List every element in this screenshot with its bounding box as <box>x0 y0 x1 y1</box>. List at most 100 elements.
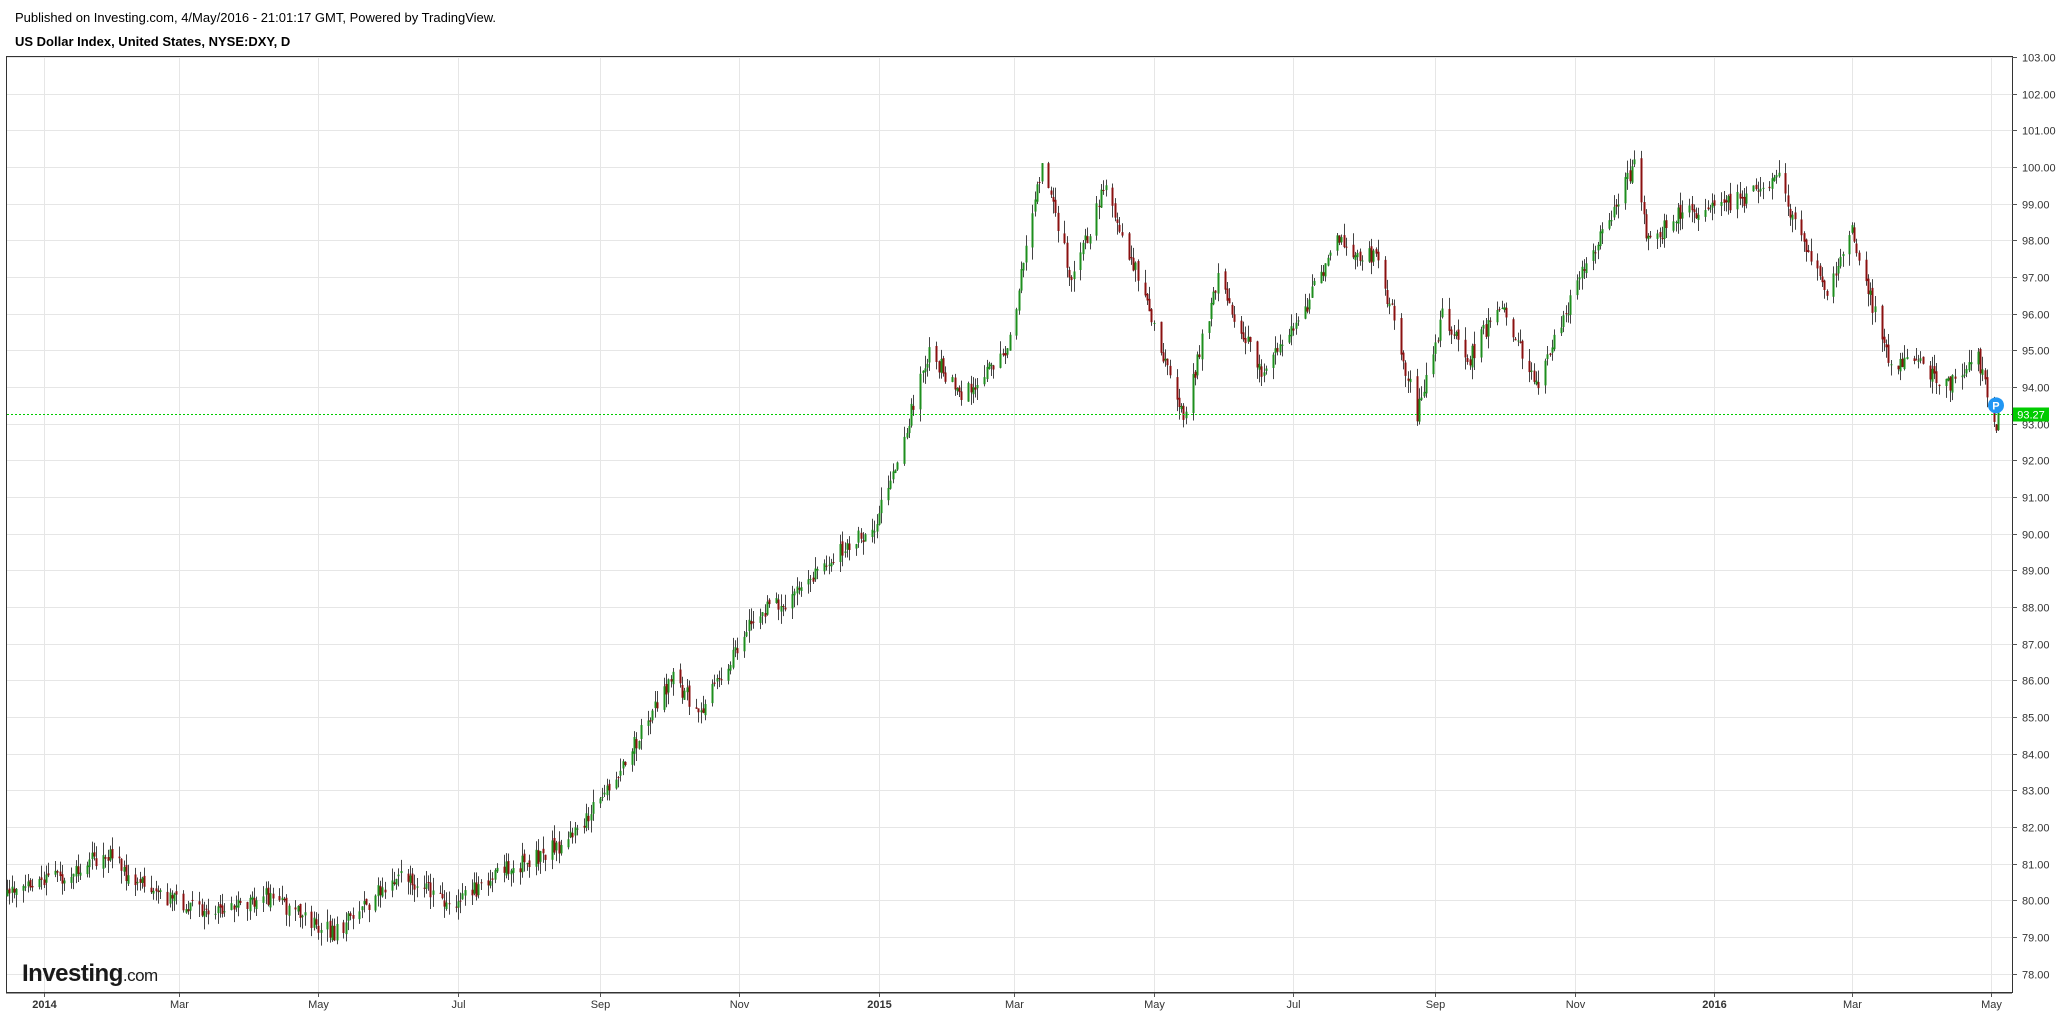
y-tick-label: 80.00 <box>2022 896 2050 908</box>
candle-body <box>102 855 105 869</box>
candle-body <box>1665 220 1668 229</box>
candle-body <box>1354 255 1357 261</box>
candle-body <box>1789 208 1792 218</box>
x-tick-label: Sep <box>1426 999 1446 1011</box>
candle-body <box>704 704 707 716</box>
candle-body <box>828 564 831 566</box>
candle-body <box>638 741 641 749</box>
candle-body <box>1050 190 1053 195</box>
candle-body <box>1308 299 1311 310</box>
candle-body <box>1913 358 1916 361</box>
candle-body <box>427 882 430 884</box>
candle-body <box>903 436 906 464</box>
candle-body <box>1899 358 1902 372</box>
candle-body <box>1185 411 1188 419</box>
candle-body <box>1258 363 1261 370</box>
event-marker-icon[interactable] <box>1987 397 2004 414</box>
candle-body <box>441 894 444 899</box>
candle-body <box>141 877 144 883</box>
candle-body <box>860 532 863 539</box>
candle-body <box>1194 371 1197 378</box>
candle-body <box>445 902 448 909</box>
candle-body <box>1707 207 1710 210</box>
candle-body <box>894 469 897 473</box>
candle-body <box>1624 177 1627 204</box>
candle-body <box>960 391 963 400</box>
candle-body <box>1473 343 1476 359</box>
candle-body <box>681 684 684 698</box>
candle-body <box>695 707 698 709</box>
candle-body <box>944 372 947 382</box>
candle-body <box>56 871 59 873</box>
candle-body <box>503 866 506 873</box>
candle-body <box>1313 280 1316 285</box>
candle-body <box>1501 307 1504 309</box>
candle-body <box>40 877 43 880</box>
candle-body <box>1865 259 1868 282</box>
candle-body <box>1949 376 1952 391</box>
candle-body <box>1084 235 1087 241</box>
candle-body <box>1647 235 1650 240</box>
candle-body <box>1947 377 1950 381</box>
candle-body <box>624 761 627 766</box>
candle-body <box>1148 298 1151 312</box>
y-tick-label: 101.00 <box>2022 126 2056 138</box>
candle-body <box>1402 352 1405 362</box>
candle-body <box>1455 331 1458 336</box>
candle-body <box>958 387 961 393</box>
candle-body <box>407 873 410 882</box>
candle-body <box>88 859 91 868</box>
candle-body <box>1485 324 1488 337</box>
candle-body <box>830 562 833 567</box>
candle-body <box>1917 360 1920 362</box>
candle-body <box>667 679 670 693</box>
y-tick-label: 86.00 <box>2022 676 2050 688</box>
candle-body <box>1961 375 1964 378</box>
candle-body <box>1420 397 1423 400</box>
candle-body <box>1977 351 1980 365</box>
candle-body <box>544 854 547 860</box>
candle-body <box>1773 177 1776 181</box>
candle-body <box>377 885 380 897</box>
y-tick-label: 79.00 <box>2022 933 2050 945</box>
candle-body <box>686 687 689 693</box>
candle-body <box>70 876 73 883</box>
candle-body <box>844 551 847 553</box>
candle-body <box>635 739 638 749</box>
y-tick-label: 83.00 <box>2022 786 2050 798</box>
candle-body <box>1295 322 1298 329</box>
candle-body <box>1535 380 1538 385</box>
candle-body <box>505 861 508 876</box>
candle-body <box>649 720 652 722</box>
candle-body <box>1359 251 1362 261</box>
candle-body <box>1263 372 1266 376</box>
candle-body <box>992 365 995 370</box>
candle-body <box>1144 282 1147 296</box>
candle-body <box>150 887 153 893</box>
candle-body <box>928 347 931 363</box>
candle-body <box>374 895 377 911</box>
candle-body <box>139 879 142 883</box>
candle-body <box>1881 305 1884 340</box>
candles <box>6 150 2000 946</box>
candle-body <box>400 871 403 874</box>
candle-body <box>1409 378 1412 383</box>
candle-body <box>159 890 162 893</box>
candle-body <box>86 865 89 875</box>
candle-body <box>1466 358 1469 362</box>
candle-body <box>1425 374 1428 394</box>
candle-body <box>519 868 522 873</box>
candle-body <box>1503 307 1506 310</box>
candle-body <box>283 899 286 901</box>
candle-body <box>477 884 480 896</box>
candle-body <box>999 353 1002 368</box>
candle-body <box>393 882 396 884</box>
candle-body <box>72 873 75 877</box>
candle-body <box>908 425 911 434</box>
candle-body <box>807 579 810 585</box>
candle-body <box>1272 354 1275 368</box>
candle-body <box>1997 409 2000 431</box>
candle-body <box>475 882 478 897</box>
candle-body <box>77 866 80 874</box>
